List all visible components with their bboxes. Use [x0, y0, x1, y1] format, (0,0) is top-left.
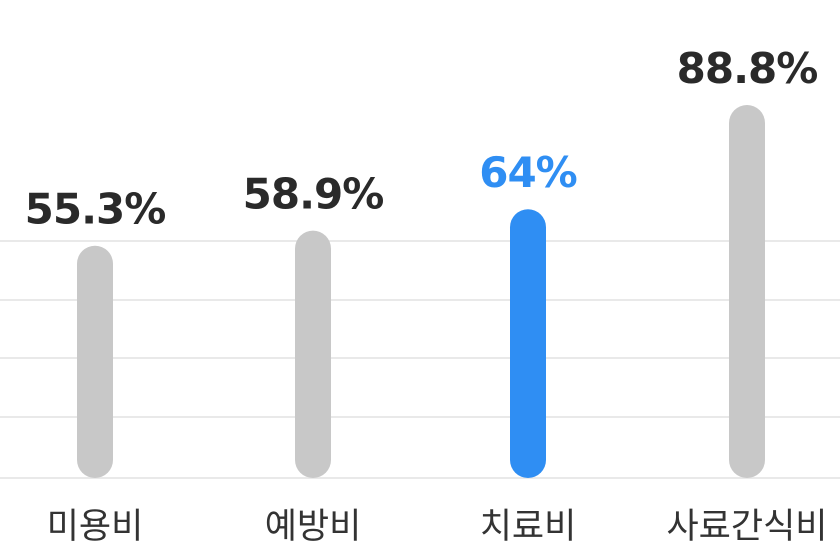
value-label-1: 55.3%: [25, 185, 166, 234]
bar-1: [77, 245, 113, 478]
category-label-2: 예방비: [265, 507, 362, 547]
bar-4: [729, 105, 765, 478]
value-label-4: 88.8%: [677, 44, 818, 93]
bars: [77, 105, 765, 478]
gridlines: [0, 240, 840, 479]
category-label-1: 미용비: [47, 507, 144, 547]
category-labels: 미용비 예방비 치료비 사료간식비: [47, 507, 828, 547]
bar-2: [295, 230, 331, 478]
value-labels: 55.3% 58.9% 64% 88.8%: [25, 44, 819, 234]
value-label-3: 64%: [479, 148, 577, 197]
category-label-4: 사료간식비: [666, 507, 827, 547]
bar-3: [510, 209, 546, 478]
category-label-3: 치료비: [480, 507, 577, 547]
value-label-2: 58.9%: [243, 170, 384, 219]
